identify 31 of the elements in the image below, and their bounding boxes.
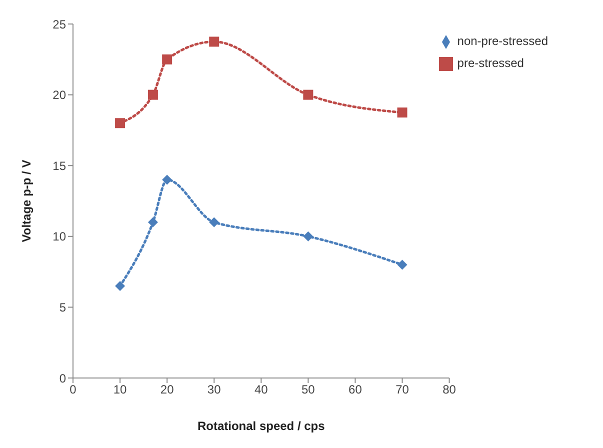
x-tick-label: 60 [348, 382, 362, 397]
x-tick-label: 0 [70, 382, 77, 397]
x-tick-label: 70 [396, 382, 410, 397]
point [162, 54, 172, 64]
y-tick-label: 15 [52, 158, 66, 173]
y-tick-label: 5 [59, 300, 66, 314]
point [209, 217, 220, 228]
legend-label: non-pre-stressed [457, 34, 548, 48]
y-tick-label: 10 [52, 230, 66, 244]
point [209, 36, 220, 47]
point [303, 90, 314, 100]
y-tick-label: 25 [52, 17, 66, 32]
point [148, 217, 158, 228]
point [162, 174, 172, 185]
y-tick-label: 20 [52, 88, 66, 102]
x-tick-label: 40 [254, 382, 268, 397]
x-tick-label: 80 [442, 382, 456, 397]
x-tick-label: 30 [207, 382, 222, 397]
point [115, 280, 126, 291]
point [303, 231, 314, 242]
x-tick-label: 50 [301, 382, 316, 397]
y-tick-label: 0 [59, 371, 66, 386]
point [115, 118, 126, 128]
legend-label: pre-stressed [457, 56, 524, 70]
x-tick-label: 20 [160, 382, 174, 397]
y-axis-title: Voltage p-p / V [19, 160, 34, 242]
x-tick-label: 10 [113, 382, 128, 397]
point [397, 108, 408, 118]
point [397, 260, 408, 270]
x-axis-title: Rotational speed / cps [197, 419, 326, 433]
point [148, 90, 158, 100]
